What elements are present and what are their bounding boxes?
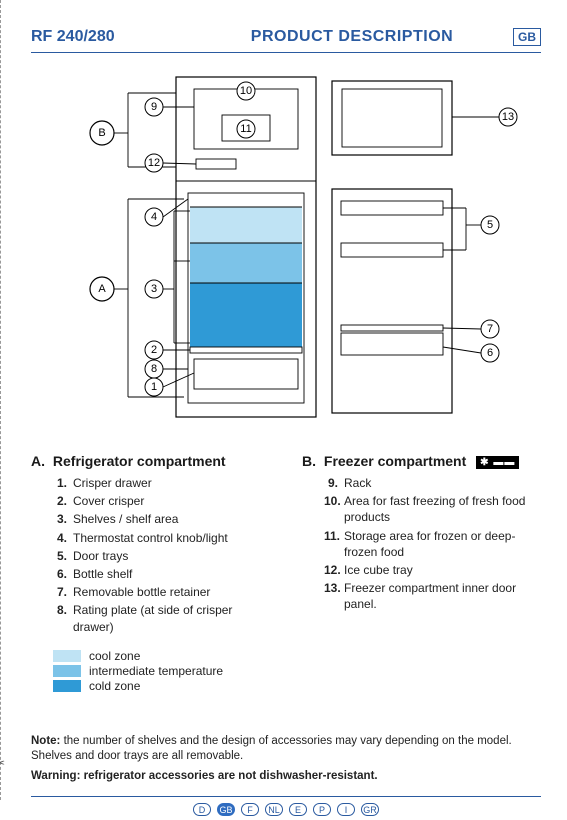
note-text: the number of shelves and the design of … — [31, 735, 512, 763]
part-number: 6. — [53, 566, 73, 582]
svg-text:9: 9 — [151, 101, 157, 113]
part-number: 13. — [324, 580, 344, 612]
part-number: 2. — [53, 493, 73, 509]
part-text: Ice cube tray — [344, 562, 541, 578]
legend-swatch — [53, 680, 81, 692]
part-text: Rating plate (at side of crisper drawer) — [73, 602, 270, 634]
part-text: Thermostat control knob/light — [73, 530, 270, 546]
parts-item: 11.Storage area for frozen or deep-froze… — [324, 528, 541, 560]
section-title: Refrigerator compartment — [53, 453, 226, 469]
lang-pill: I — [337, 803, 355, 816]
part-number: 12. — [324, 562, 344, 578]
parts-item: 2.Cover crisper — [53, 493, 270, 509]
legend-row: cold zone — [53, 679, 270, 693]
warning-text: Warning: refrigerator accessories are no… — [31, 769, 541, 785]
note-label: Note: — [31, 735, 60, 747]
section-title: Freezer compartment — [324, 453, 466, 469]
lang-pill: GB — [217, 803, 235, 816]
parts-item: 1.Crisper drawer — [53, 475, 270, 491]
section-letter: B. — [302, 453, 320, 469]
freezer-star-badge: ✱ ▬▬ — [476, 456, 519, 469]
legend: cool zoneintermediate temperaturecold zo… — [31, 649, 270, 693]
parts-item: 9.Rack — [324, 475, 541, 491]
svg-text:7: 7 — [487, 323, 493, 335]
part-number: 1. — [53, 475, 73, 491]
lang-pill: P — [313, 803, 331, 816]
part-number: 10. — [324, 493, 344, 525]
lang-row: D GB F NL EPI GR — [31, 797, 541, 820]
section-letter: A. — [31, 453, 49, 469]
part-number: 8. — [53, 602, 73, 634]
part-text: Area for fast freezing of fresh food pro… — [344, 493, 541, 525]
svg-text:12: 12 — [148, 157, 160, 169]
svg-text:6: 6 — [487, 347, 493, 359]
lang-pill: D — [193, 803, 211, 816]
parts-item: 7.Removable bottle retainer — [53, 584, 270, 600]
part-text: Bottle shelf — [73, 566, 270, 582]
svg-text:2: 2 — [151, 344, 157, 356]
part-text: Shelves / shelf area — [73, 511, 270, 527]
part-number: 7. — [53, 584, 73, 600]
doc-page: ✂ RF 240/280 PRODUCT DESCRIPTION GB 1234… — [0, 0, 567, 800]
parts-item: 6.Bottle shelf — [53, 566, 270, 582]
legend-swatch — [53, 665, 81, 677]
svg-text:5: 5 — [487, 219, 493, 231]
part-number: 4. — [53, 530, 73, 546]
parts-item: 5.Door trays — [53, 548, 270, 564]
part-text: Crisper drawer — [73, 475, 270, 491]
svg-text:13: 13 — [502, 111, 514, 123]
parts-item: 10.Area for fast freezing of fresh food … — [324, 493, 541, 525]
legend-row: intermediate temperature — [53, 664, 270, 678]
diagram: 12345678910111213AB — [31, 53, 541, 435]
part-text: Storage area for frozen or deep-frozen f… — [344, 528, 541, 560]
part-number: 9. — [324, 475, 344, 491]
part-text: Rack — [344, 475, 541, 491]
parts-item: 8.Rating plate (at side of crisper drawe… — [53, 602, 270, 634]
legend-label: cool zone — [89, 649, 140, 663]
svg-text:3: 3 — [151, 283, 157, 295]
part-text: Removable bottle retainer — [73, 584, 270, 600]
parts-item: 12.Ice cube tray — [324, 562, 541, 578]
part-text: Freezer compartment inner door panel. — [344, 580, 541, 612]
lang-badge: GB — [513, 28, 541, 46]
part-number: 3. — [53, 511, 73, 527]
svg-text:10: 10 — [240, 85, 252, 97]
svg-text:1: 1 — [151, 381, 157, 393]
svg-text:4: 4 — [151, 211, 157, 223]
svg-text:A: A — [98, 283, 106, 295]
svg-text:11: 11 — [240, 123, 251, 135]
svg-text:B: B — [98, 127, 105, 139]
part-number: 11. — [324, 528, 344, 560]
parts-item: 4.Thermostat control knob/light — [53, 530, 270, 546]
legend-label: cold zone — [89, 679, 140, 693]
part-number: 5. — [53, 548, 73, 564]
legend-swatch — [53, 650, 81, 662]
section-a: A. Refrigerator compartment 1.Crisper dr… — [31, 453, 270, 694]
legend-label: intermediate temperature — [89, 664, 223, 678]
part-text: Door trays — [73, 548, 270, 564]
model-number: RF 240/280 — [31, 28, 191, 46]
legend-row: cool zone — [53, 649, 270, 663]
footnotes: Note: the number of shelves and the desi… — [31, 734, 541, 820]
cut-mark-icon: ✂ — [0, 756, 5, 770]
lang-pill: NL — [265, 803, 283, 816]
parts-columns: A. Refrigerator compartment 1.Crisper dr… — [31, 435, 541, 694]
svg-text:8: 8 — [151, 363, 157, 375]
lang-pill: F — [241, 803, 259, 816]
page-title: PRODUCT DESCRIPTION — [191, 28, 513, 46]
part-text: Cover crisper — [73, 493, 270, 509]
lang-pill: GR — [361, 803, 379, 816]
parts-item: 3.Shelves / shelf area — [53, 511, 270, 527]
parts-item: 13.Freezer compartment inner door panel. — [324, 580, 541, 612]
lang-pill: E — [289, 803, 307, 816]
section-b: B. Freezer compartment ✱ ▬▬ 9.Rack10.Are… — [302, 453, 541, 694]
header: RF 240/280 PRODUCT DESCRIPTION GB — [31, 0, 541, 46]
